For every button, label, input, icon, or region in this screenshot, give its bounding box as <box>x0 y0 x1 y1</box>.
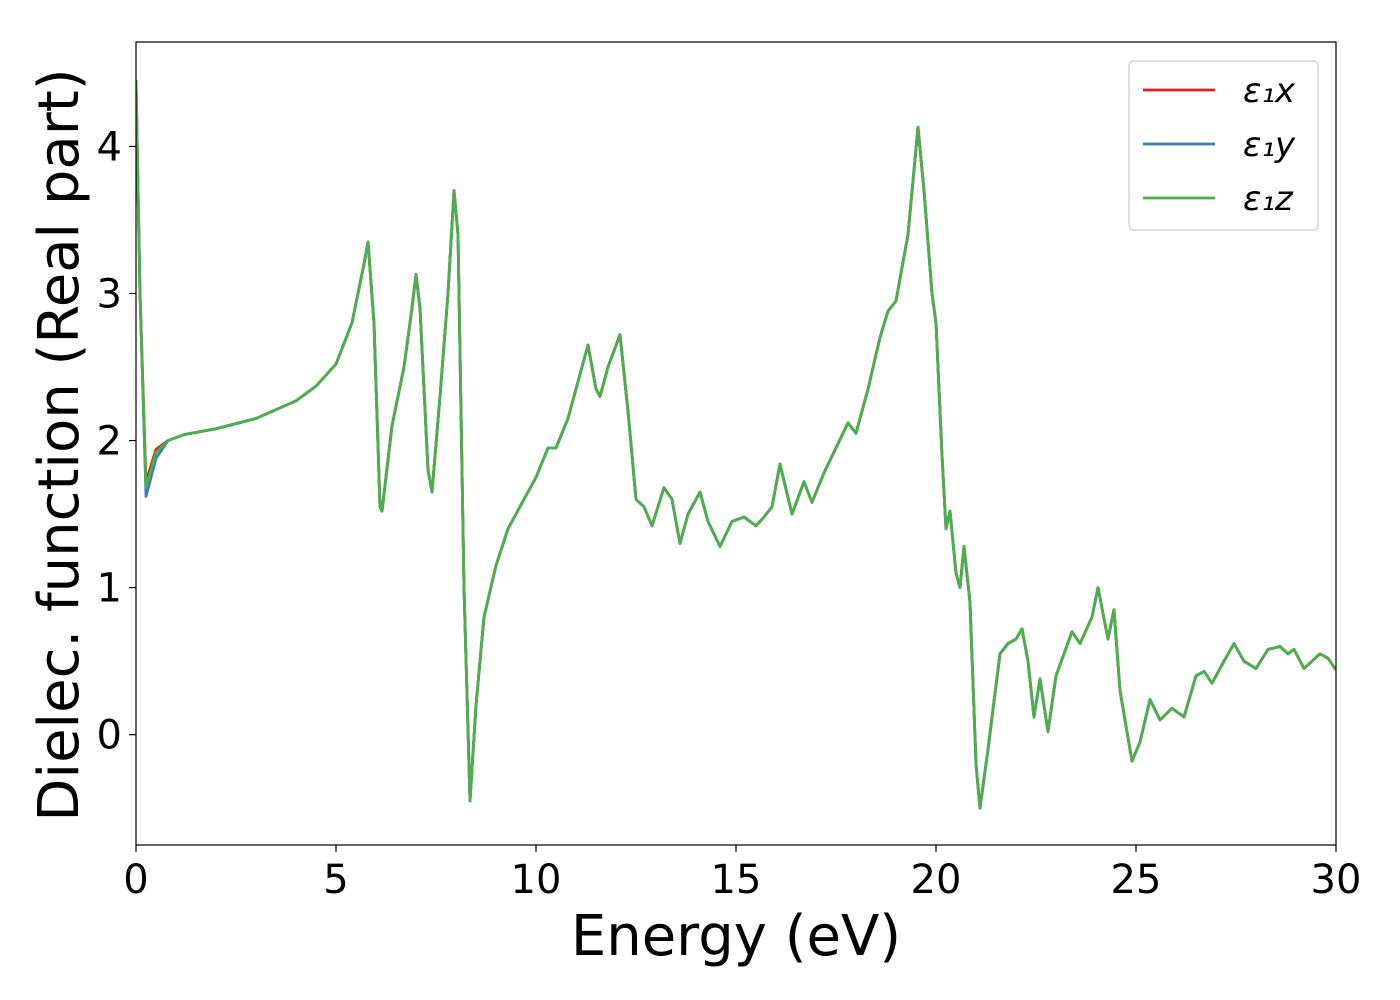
legend-box <box>1128 60 1319 231</box>
y-tick-label: 4 <box>97 124 122 170</box>
x-tick-label: 15 <box>711 857 762 903</box>
legend-label: ε₁z <box>1243 179 1294 219</box>
y-tick-label: 2 <box>97 419 122 465</box>
x-tick-label: 5 <box>323 857 348 903</box>
x-tick-label: 20 <box>911 857 962 903</box>
y-axis-label: Dielec. function (Real part) <box>27 68 92 821</box>
x-tick-label: 10 <box>511 857 562 903</box>
y-tick-label: 3 <box>97 271 122 317</box>
legend-label: ε₁x <box>1243 71 1296 111</box>
plot-frame <box>135 41 1337 846</box>
x-tick-label: 30 <box>1311 857 1362 903</box>
x-axis-label: Energy (eV) <box>571 904 901 969</box>
line-series <box>136 80 1336 810</box>
x-tick-label: 0 <box>123 857 148 903</box>
x-tick-label: 25 <box>1111 857 1162 903</box>
legend-label: ε₁y <box>1243 125 1296 165</box>
y-tick-label: 1 <box>97 566 122 612</box>
y-tick-label: 0 <box>97 713 122 759</box>
